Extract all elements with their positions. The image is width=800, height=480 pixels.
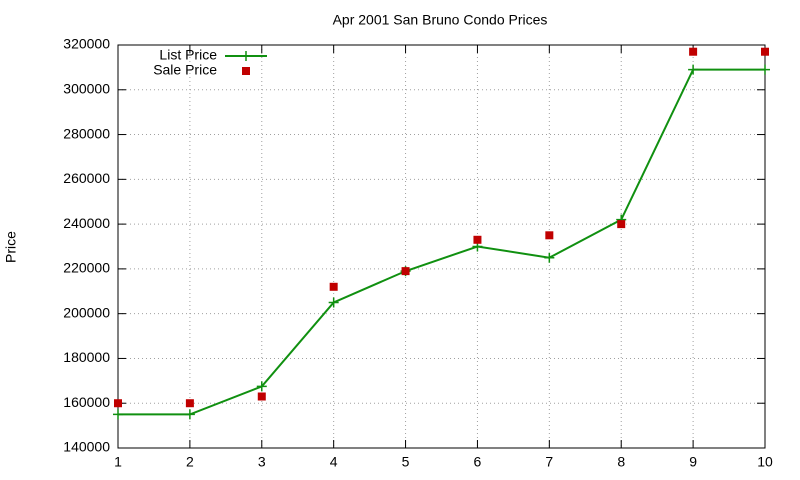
y-tick-label: 260000 bbox=[63, 170, 110, 186]
data-point bbox=[473, 235, 482, 244]
data-point bbox=[329, 282, 338, 291]
y-axis-label: Price bbox=[3, 231, 19, 263]
y-tick-label: 280000 bbox=[63, 125, 110, 141]
x-tick-label: 10 bbox=[757, 454, 773, 470]
y-tick-label: 240000 bbox=[63, 215, 110, 231]
legend-marker bbox=[241, 51, 251, 61]
x-tick-label: 3 bbox=[258, 454, 266, 470]
y-tick-label: 160000 bbox=[63, 394, 110, 410]
data-point bbox=[760, 64, 770, 75]
y-tick-label: 320000 bbox=[63, 36, 110, 52]
chart-title: Apr 2001 San Bruno Condo Prices bbox=[333, 12, 548, 28]
data-point bbox=[761, 47, 769, 56]
x-tick-label: 8 bbox=[617, 454, 625, 470]
y-tick-label: 220000 bbox=[63, 260, 110, 276]
data-point bbox=[257, 392, 266, 401]
x-tick-label: 5 bbox=[402, 454, 410, 470]
data-point bbox=[545, 231, 554, 240]
y-tick-label: 200000 bbox=[63, 304, 110, 320]
x-tick-label: 6 bbox=[474, 454, 482, 470]
series-line bbox=[118, 68, 765, 416]
data-point bbox=[401, 267, 410, 276]
legend-label: List Price bbox=[159, 47, 217, 63]
data-point bbox=[114, 399, 122, 408]
data-point bbox=[113, 409, 123, 420]
x-tick-label: 1 bbox=[114, 454, 122, 470]
y-tick-label: 300000 bbox=[63, 80, 110, 96]
x-tick-label: 2 bbox=[186, 454, 194, 470]
data-point bbox=[328, 297, 339, 308]
x-tick-label: 7 bbox=[545, 454, 553, 470]
legend-label: Sale Price bbox=[153, 62, 217, 78]
x-tick-label: 4 bbox=[330, 454, 338, 470]
y-tick-label: 140000 bbox=[63, 439, 110, 455]
data-point bbox=[689, 47, 698, 56]
data-point bbox=[185, 399, 194, 408]
y-tick-label: 180000 bbox=[63, 349, 110, 365]
data-point bbox=[256, 381, 267, 392]
data-point bbox=[184, 409, 195, 420]
x-tick-label: 9 bbox=[689, 454, 697, 470]
legend-marker bbox=[242, 67, 250, 75]
data-point bbox=[688, 64, 699, 75]
data-point bbox=[617, 220, 626, 229]
plot-border bbox=[117, 44, 766, 449]
data-point bbox=[544, 252, 555, 263]
